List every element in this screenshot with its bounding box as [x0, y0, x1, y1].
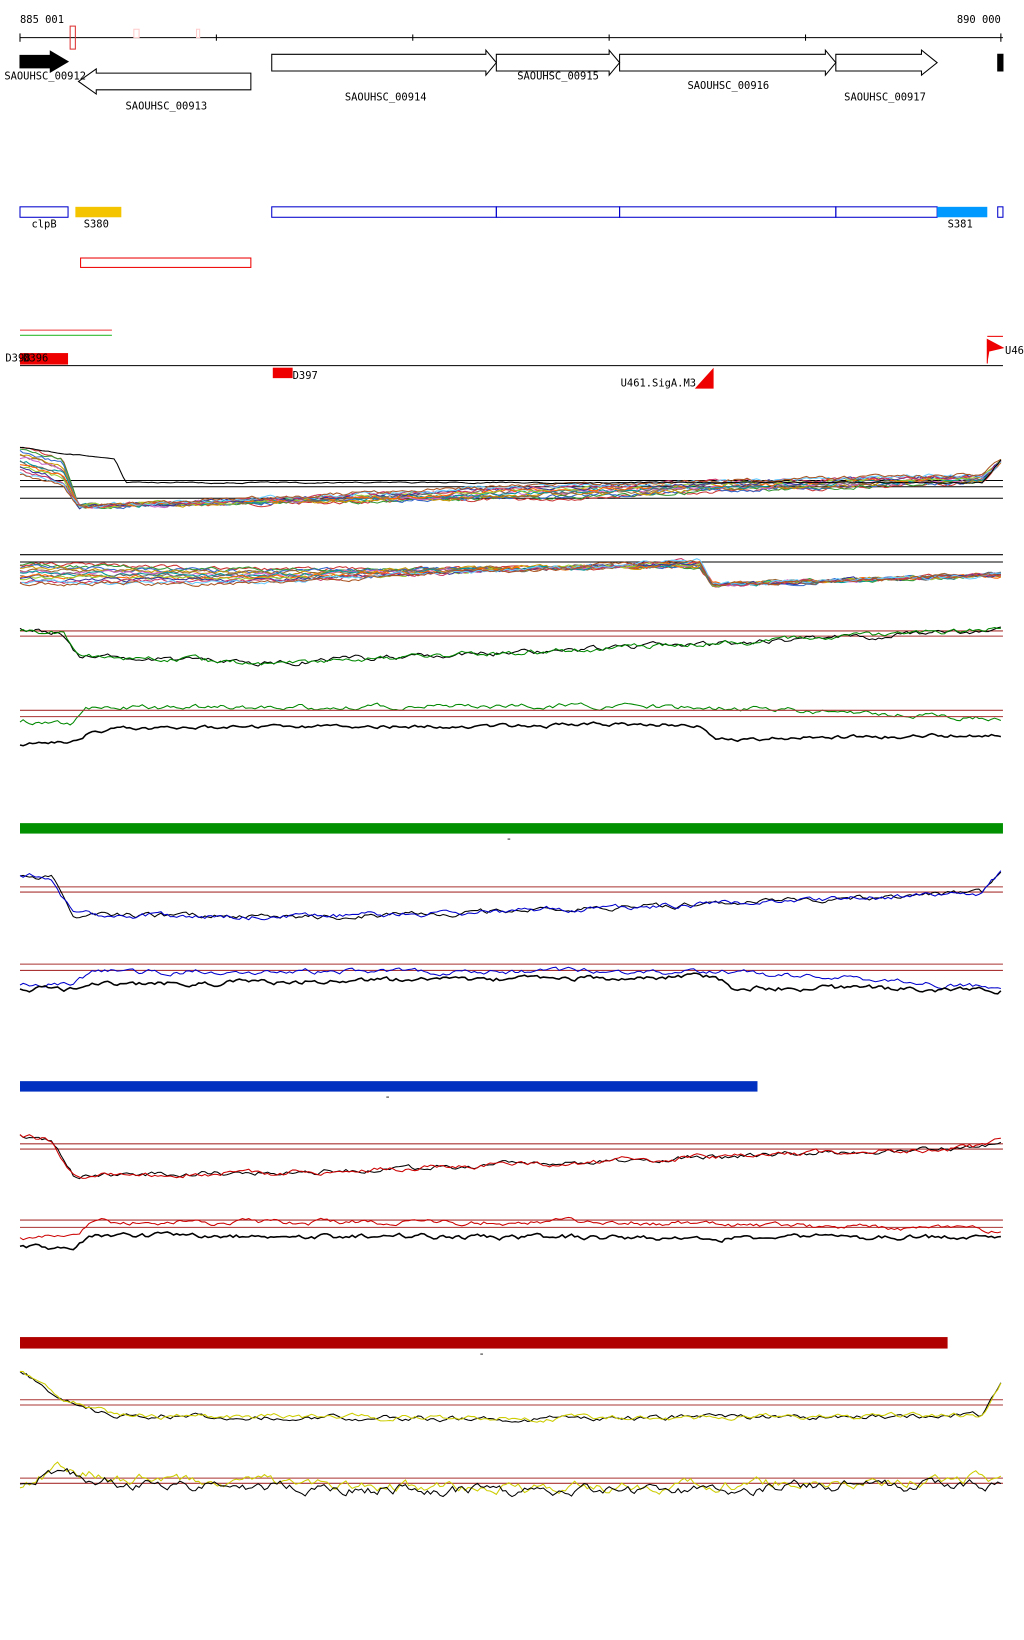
track-line — [19, 966, 1001, 990]
gene-label: SAOUHSC_00914 — [345, 91, 427, 103]
promoter-label: U46 — [1005, 345, 1024, 357]
gene-label: SAOUHSC_00913 — [126, 101, 208, 113]
ruler-end: 890 000 — [957, 14, 1001, 26]
features: clpB S380 S381 — [19, 206, 1004, 336]
ruler: 885 001 890 000 — [19, 14, 1003, 50]
promoters: D398 D396 D397 U461.SigA.M3 U46 — [5, 335, 1024, 389]
track-line — [19, 560, 1002, 587]
track-line — [19, 1370, 1002, 1423]
track-line — [19, 721, 1002, 747]
track-line — [19, 702, 1002, 726]
track-line — [19, 1467, 1002, 1498]
track-bar — [20, 823, 1003, 834]
feature-label: clpB — [31, 219, 56, 231]
gene-label: SAOUHSC_00912 — [4, 70, 86, 82]
track-bar — [20, 1081, 758, 1092]
track-line — [19, 1216, 1002, 1241]
track-bar — [20, 1337, 948, 1349]
track-line — [19, 972, 1002, 995]
track-line — [19, 1461, 1002, 1496]
promoter-label: U461.SigA.M3 — [621, 377, 696, 389]
track-marker: - — [479, 1348, 485, 1360]
promoter-label: D397 — [293, 370, 318, 382]
track-line — [19, 1231, 1001, 1251]
ruler-start: 885 001 — [20, 14, 64, 26]
gene-label: SAOUHSC_00915 — [517, 70, 599, 82]
track-line — [19, 1371, 1002, 1423]
track-line — [19, 561, 1001, 588]
genes: SAOUHSC_00912 SAOUHSC_00913 SAOUHSC_0091… — [4, 48, 1004, 113]
track-line — [19, 458, 1002, 509]
gene-label: SAOUHSC_00916 — [687, 80, 769, 92]
track-marker: - — [506, 833, 512, 845]
promoter-label: D396 — [23, 352, 48, 364]
track-line — [19, 1134, 1001, 1179]
gene-label: SAOUHSC_00917 — [844, 91, 926, 103]
track-line — [19, 871, 1002, 920]
track-line — [19, 870, 1002, 921]
track-line — [19, 459, 1002, 508]
track-line — [19, 450, 1002, 510]
track-line — [19, 446, 1002, 485]
promoter-label: D398 — [5, 352, 30, 364]
track-line — [19, 1134, 1002, 1180]
feature-label: S381 — [948, 219, 973, 231]
expression-tracks — [19, 446, 1003, 1498]
feature-label: S380 — [84, 219, 109, 231]
track-line — [19, 627, 1001, 666]
track-marker: - — [385, 1091, 391, 1103]
